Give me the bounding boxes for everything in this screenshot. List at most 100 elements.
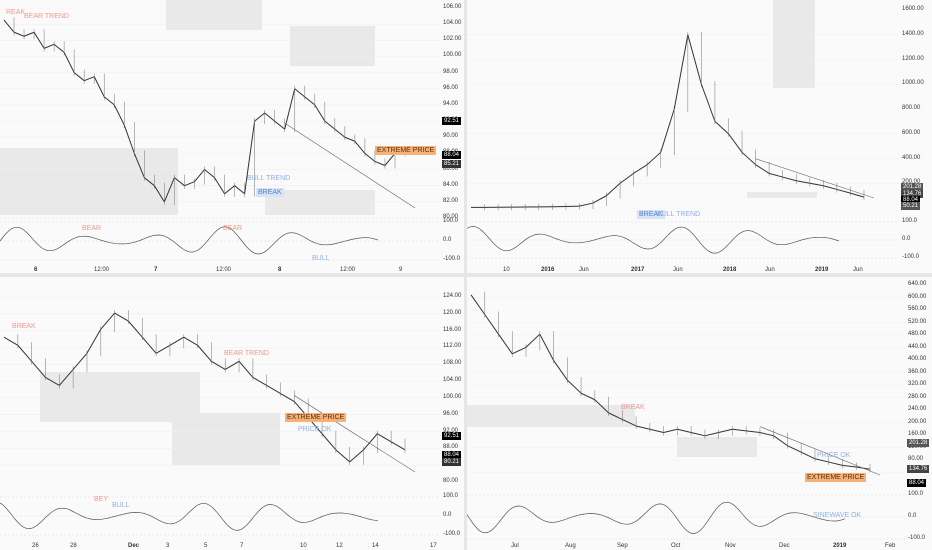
x-tick-label: Jun [579, 267, 589, 273]
price-segment [622, 418, 637, 427]
chart-annotation: BULL TREND [247, 175, 291, 182]
x-tick-label: 12 [336, 543, 343, 549]
price-segment [294, 88, 306, 98]
price-segment [836, 188, 851, 194]
price-segment [759, 432, 774, 437]
y-tick-label: 800.00 [902, 105, 921, 111]
price-segment [53, 43, 65, 53]
y-tick-label: 200.00 [902, 179, 920, 185]
x-tick-label: 26 [32, 543, 39, 549]
y-tick-label: 80.00 [443, 214, 459, 220]
y-tick-label: 400.00 [908, 356, 927, 362]
price-chart-svg[interactable] [0, 277, 464, 550]
price-segment [512, 346, 527, 355]
chart-panel-top-left[interactable]: 106.00 104.00 102.00 100.00 98.00 96.00 94.00 9… [0, 0, 464, 273]
price-segment [566, 379, 582, 394]
trend-line [294, 395, 416, 473]
y-tick-label: 240.00 [908, 406, 927, 412]
range-box [290, 26, 375, 66]
panel-divider-horizontal [0, 273, 932, 277]
x-tick-label: 28 [70, 543, 77, 549]
price-segment [349, 449, 364, 463]
price-segment [646, 151, 662, 166]
price-segment [553, 360, 568, 381]
price-segment [17, 344, 33, 362]
price-segment [539, 333, 554, 361]
price-segment [673, 34, 689, 110]
y-tick-label: 90.00 [443, 133, 459, 140]
price-segment [169, 336, 185, 346]
price-segment [850, 192, 865, 198]
x-tick-label: Jun [673, 267, 683, 273]
price-segment [211, 360, 226, 370]
price-segment [525, 333, 541, 348]
x-tick-label: 2019 [815, 267, 829, 273]
price-segment [163, 177, 175, 203]
price-segment [592, 195, 607, 204]
price-segment [390, 441, 406, 451]
chart-annotation: BULL [112, 502, 130, 509]
price-badge: 80.21 [442, 458, 462, 466]
price-segment [72, 352, 88, 370]
x-tick-label: Oct [671, 543, 681, 549]
price-segment [633, 164, 648, 174]
x-tick-label: 7 [154, 267, 158, 273]
x-tick-label: 5 [204, 543, 208, 549]
chart-annotation: EXTREME PRICE [375, 146, 437, 155]
x-tick-label: 12:00 [94, 267, 110, 273]
oscillator-tick-label: 100.0 [443, 493, 459, 499]
y-tick-label: 280.00 [908, 393, 927, 400]
price-segment [128, 320, 143, 338]
x-tick-label: Dec [128, 543, 140, 549]
chart-panel-bottom-left[interactable]: 124.00 120.00 116.00 112.00 108.00 104.00 100.… [0, 277, 464, 550]
price-badge: 88.04 [907, 479, 927, 487]
chart-panel-bottom-right[interactable]: 640.00 600.00 560.00 520.00 480.00 440.00 400.… [467, 277, 932, 550]
x-tick-label: Jun [765, 267, 775, 273]
x-tick-label: 10 [503, 267, 510, 273]
price-segment [100, 312, 115, 330]
price-chart-svg[interactable] [0, 0, 464, 273]
x-tick-label: 9 [399, 267, 403, 273]
x-tick-label: Feb [885, 543, 896, 549]
price-segment [828, 461, 843, 466]
y-tick-label: 96.00 [443, 84, 459, 91]
range-box [467, 405, 635, 427]
y-tick-label: 94.00 [443, 100, 459, 107]
price-segment [746, 430, 760, 434]
price-chart-svg[interactable] [467, 277, 932, 550]
price-segment [842, 464, 857, 468]
x-tick-label: Jul [511, 543, 519, 549]
oscillator-tick-label: -100.0 [443, 531, 461, 537]
price-segment [718, 428, 733, 434]
x-tick-label: 2019 [833, 543, 847, 549]
y-tick-label: 120.00 [443, 309, 462, 316]
y-tick-label: 102.00 [443, 36, 462, 43]
y-tick-label: 1000.00 [902, 80, 924, 87]
price-segment [184, 181, 195, 187]
price-segment [183, 336, 198, 346]
oscillator-tick-label: 0.0 [443, 512, 452, 518]
price-badge: 134.76 [907, 465, 930, 473]
price-segment [741, 151, 756, 166]
chart-panel-top-right[interactable]: 1600.00 1400.00 1200.00 1000.00 800.00 600.00… [467, 0, 932, 273]
price-segment [13, 31, 25, 37]
price-chart-svg[interactable] [467, 0, 932, 273]
oscillator-wave [0, 502, 379, 531]
range-box [172, 413, 280, 465]
y-tick-label: 100.00 [443, 52, 462, 59]
oscillator-tick-label: -100.0 [908, 535, 926, 541]
chart-annotation: BULL [312, 255, 330, 262]
price-segment [33, 31, 45, 49]
price-segment [93, 76, 105, 98]
x-tick-label: 6 [34, 267, 38, 273]
y-tick-label: 480.00 [908, 331, 927, 337]
oscillator-tick-label: 100.0 [902, 218, 918, 224]
price-segment [470, 294, 486, 315]
price-segment [284, 88, 296, 130]
y-tick-label: 1400.00 [902, 30, 924, 37]
price-segment [103, 96, 115, 106]
y-tick-label: 104.00 [443, 377, 462, 384]
price-segment [498, 333, 513, 355]
y-tick-label: 116.00 [443, 326, 461, 333]
y-tick-label: 112.00 [443, 343, 461, 350]
